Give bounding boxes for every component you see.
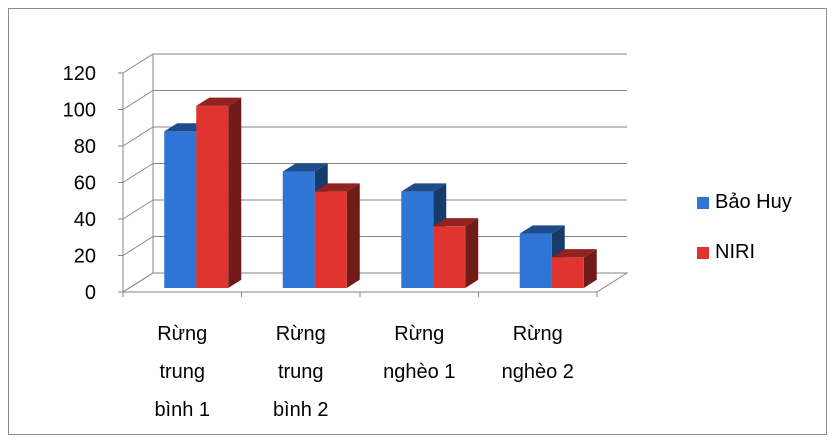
bar-top [401, 183, 447, 192]
bar [282, 171, 315, 288]
floor [121, 272, 629, 293]
bar-top [551, 249, 597, 258]
gridline-side [122, 90, 154, 110]
bar-top [433, 218, 479, 227]
bar-side [583, 249, 597, 288]
x-category-label: trung [159, 361, 205, 383]
gridline-side [122, 199, 154, 220]
legend-label: Bảo Huy [715, 191, 792, 213]
gridline-side [122, 126, 154, 147]
bar-top [196, 97, 242, 106]
gridline-side [122, 163, 154, 183]
bar [401, 191, 434, 288]
bar-top [314, 183, 360, 192]
x-category-label: trung [278, 361, 324, 383]
legend-swatch [697, 247, 709, 259]
gridline-side [122, 236, 154, 256]
x-category-label: Rừng [276, 323, 326, 345]
bar [164, 131, 197, 288]
bar-side [228, 97, 242, 288]
x-category-label: Rừng [157, 323, 207, 345]
bar-top [519, 225, 565, 234]
legend-swatch [697, 197, 709, 209]
bar [519, 233, 552, 288]
bar-side [346, 183, 360, 288]
y-tick-label: 20 [74, 246, 96, 268]
bar [196, 105, 229, 288]
x-category-label: nghèo 2 [502, 361, 574, 383]
bar-side [465, 218, 479, 288]
legend-label: NIRI [715, 241, 755, 263]
x-category-label: nghèo 1 [383, 361, 455, 383]
x-category-label: bình 1 [154, 399, 210, 421]
x-category-label: Rừng [513, 323, 563, 345]
y-tick-label: 100 [63, 100, 96, 122]
y-tick-label: 80 [74, 136, 96, 158]
y-tick-label: 40 [74, 209, 96, 231]
bar [314, 191, 347, 288]
y-tick-label: 60 [74, 173, 96, 195]
x-category-label: bình 2 [273, 399, 329, 421]
gridline-side [122, 53, 154, 74]
bar [551, 257, 584, 288]
y-tick-label: 120 [63, 63, 96, 85]
bar [433, 226, 466, 288]
bar-top [282, 163, 328, 172]
x-category-label: Rừng [394, 323, 444, 345]
y-tick-label: 0 [85, 282, 96, 304]
